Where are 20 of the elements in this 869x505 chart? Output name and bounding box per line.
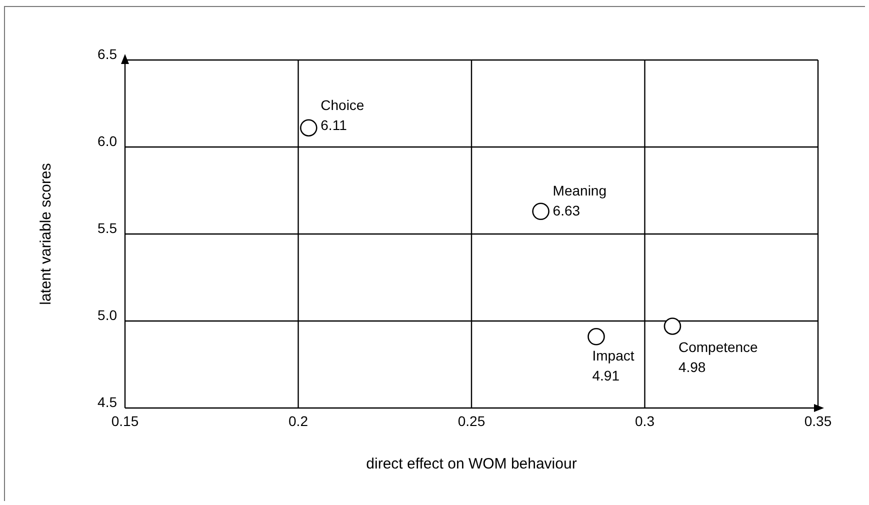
- x-tick-label: 0.15: [111, 412, 139, 429]
- x-tick-label: 0.3: [635, 412, 655, 429]
- y-tick-label: 6.5: [98, 46, 118, 62]
- y-tick-label: 4.5: [98, 394, 118, 410]
- annotation: 4.98: [678, 359, 706, 376]
- annotation: Impact: [592, 348, 634, 364]
- annotation: Meaning: [552, 182, 607, 198]
- y-axis-title: latent variable scores: [37, 163, 54, 305]
- y-tick-label: 6.0: [98, 132, 118, 149]
- annotation: 6.11: [320, 116, 348, 133]
- annotation: Competence: [678, 339, 758, 356]
- annotation: 6.63: [552, 202, 580, 218]
- x-tick-label: 0.25: [458, 412, 486, 429]
- x-tick-label: 0.35: [804, 412, 832, 429]
- x-tick-label: 0.2: [288, 412, 308, 429]
- annotation: Choice: [320, 96, 364, 113]
- x-axis-title: direct effect on WOM behaviour: [366, 456, 577, 473]
- y-tick-label: 5.5: [98, 220, 118, 236]
- y-tick-label: 5.0: [98, 306, 118, 323]
- annotation: 4.91: [592, 368, 620, 384]
